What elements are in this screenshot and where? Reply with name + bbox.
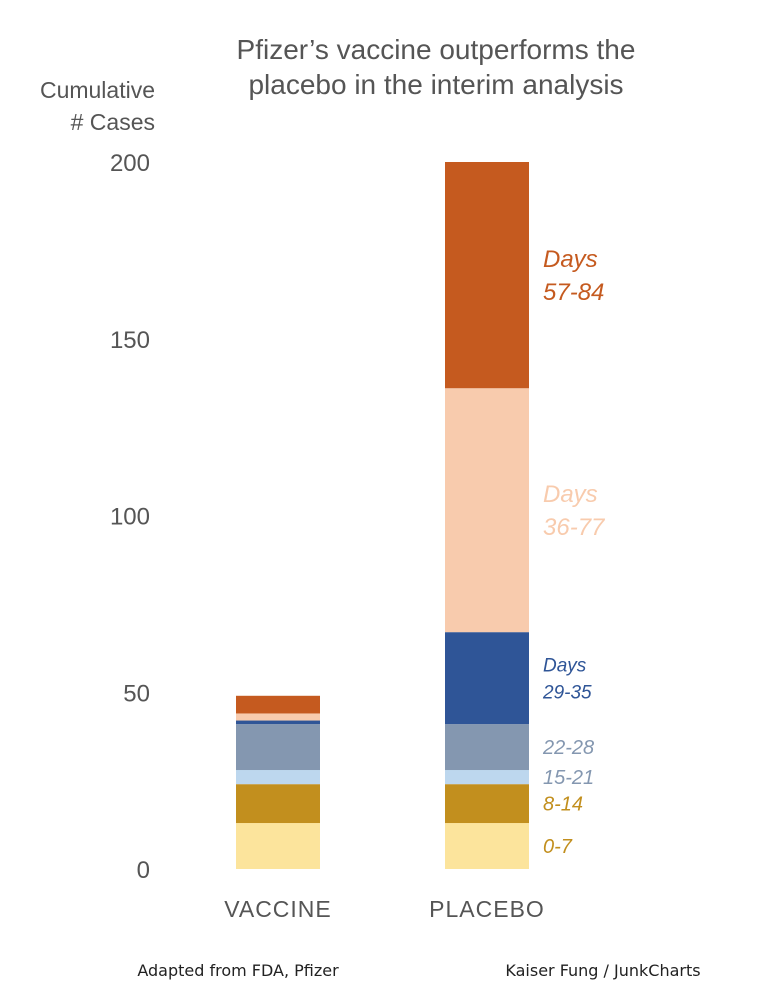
bar-segment-placebo-22-28	[445, 724, 529, 771]
chart-title-line-2: placebo in the interim analysis	[248, 69, 623, 100]
segment-label-29-35: Days	[543, 655, 587, 676]
y-tick-label: 0	[137, 857, 150, 884]
bar-segment-vaccine-0-7	[236, 823, 320, 869]
segment-label-57-84: Days	[543, 246, 598, 273]
footer-credit: Kaiser Fung / JunkCharts	[505, 961, 700, 980]
bar-segment-placebo-36-77	[445, 388, 529, 633]
y-tick-label: 100	[110, 504, 150, 531]
bar-segment-placebo-57-84	[445, 162, 529, 389]
segment-label-36-77: Days	[543, 481, 598, 508]
bar-segment-vaccine-22-28	[236, 724, 320, 771]
y-tick-label: 200	[110, 150, 150, 177]
chart-title-line-1: Pfizer’s vaccine outperforms the	[237, 34, 636, 65]
category-label-vaccine: VACCINE	[224, 896, 332, 922]
bar-segment-vaccine-29-35	[236, 720, 320, 725]
bar-segment-placebo-15-21	[445, 770, 529, 785]
segment-label-22-28: 22-28	[542, 737, 594, 759]
segment-label-15-21: 15-21	[543, 767, 594, 789]
bar-segment-placebo-8-14	[445, 784, 529, 824]
segment-label-0-7: 0-7	[543, 836, 573, 858]
bar-segment-vaccine-8-14	[236, 784, 320, 824]
segment-label-29-35: 29-35	[542, 682, 592, 703]
footer-source: Adapted from FDA, Pfizer	[137, 961, 339, 980]
segment-label-36-77: 36-77	[543, 514, 606, 541]
segment-label-8-14: 8-14	[543, 794, 583, 816]
bar-segment-placebo-29-35	[445, 632, 529, 725]
bar-segment-vaccine-15-21	[236, 770, 320, 785]
y-axis-label-line-1: Cumulative	[40, 77, 155, 103]
segment-label-57-84: 57-84	[543, 279, 604, 306]
y-axis-label-line-2: # Cases	[71, 109, 155, 135]
bar-segment-placebo-0-7	[445, 823, 529, 869]
y-tick-label: 150	[110, 327, 150, 354]
bar-segment-vaccine-57-84	[236, 695, 320, 714]
y-tick-label: 50	[123, 680, 150, 707]
bar-segment-vaccine-36-77	[236, 713, 320, 721]
category-label-placebo: PLACEBO	[429, 896, 545, 922]
